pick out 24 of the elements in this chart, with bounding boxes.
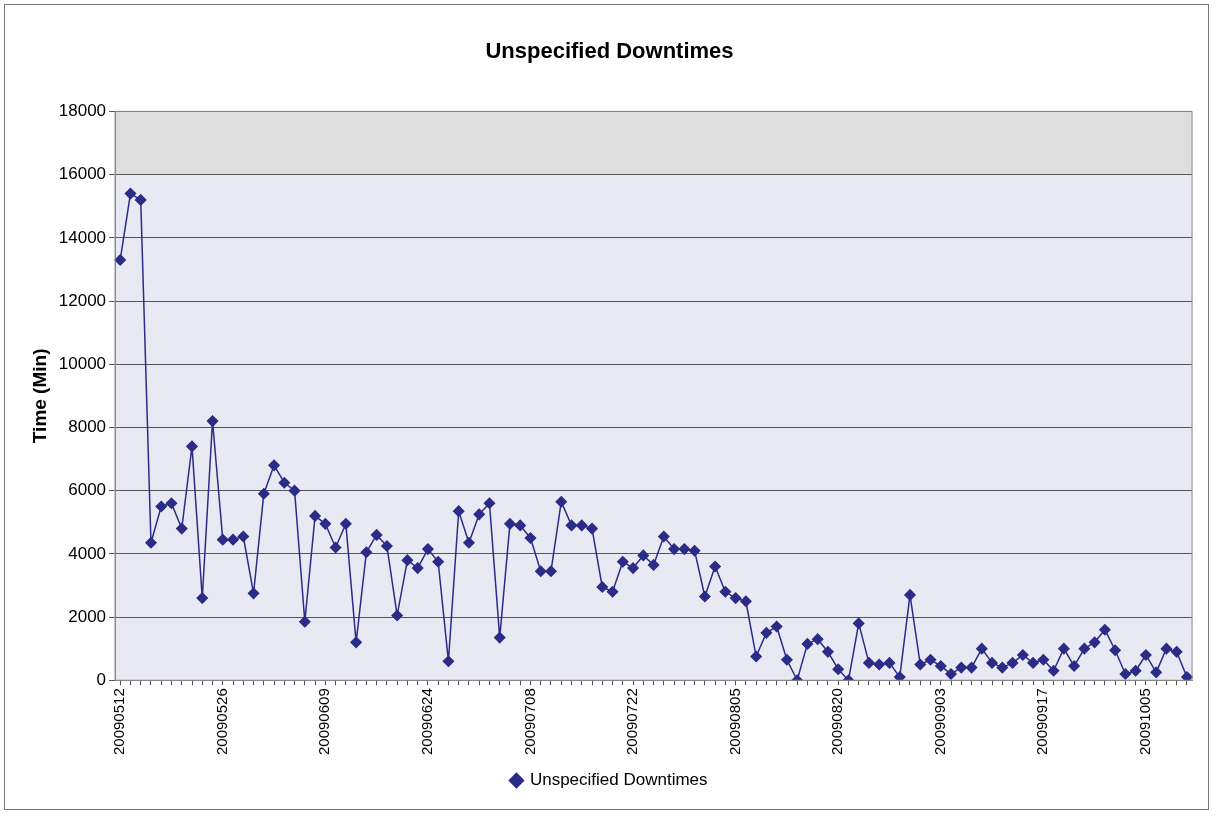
x-tick-label: 20090820 [828, 688, 846, 756]
x-tick-label: 20090903 [930, 688, 948, 756]
legend-label: Unspecified Downtimes [529, 770, 708, 790]
x-tick-label: 20090526 [212, 688, 230, 756]
x-tick-label: 20090624 [418, 688, 436, 756]
y-tick-label: 6000 [68, 480, 107, 500]
x-tick-label: 20090805 [725, 688, 743, 756]
y-axis-title: Time (Min) [28, 348, 50, 444]
chart-title: Unspecified Downtimes [485, 38, 734, 64]
y-tick-label: 18000 [58, 101, 107, 121]
x-tick-label: 20091005 [1136, 688, 1154, 756]
y-tick-label: 10000 [58, 353, 107, 373]
y-tick-label: 8000 [68, 417, 107, 437]
x-tick-label: 20090512 [110, 688, 128, 756]
y-tick-label: 14000 [58, 227, 107, 247]
y-tick-label: 4000 [68, 543, 107, 563]
x-tick-label: 20090708 [520, 688, 538, 756]
y-tick-label: 0 [96, 669, 107, 689]
y-tick-label: 16000 [58, 164, 107, 184]
x-tick-label: 20090722 [623, 688, 641, 756]
x-tick-label: 20090917 [1033, 688, 1051, 756]
y-tick-label: 12000 [58, 290, 107, 310]
x-tick-label: 20090609 [315, 688, 333, 756]
y-tick-label: 2000 [68, 606, 107, 626]
